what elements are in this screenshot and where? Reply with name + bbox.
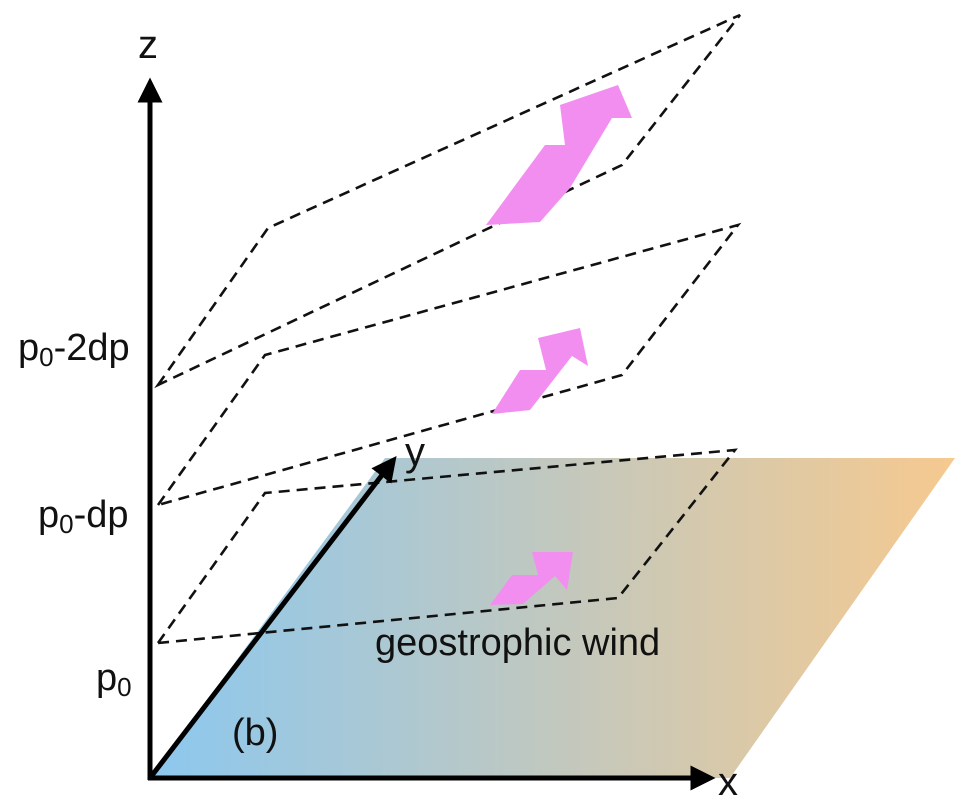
isobaric-surface-p0-dp [154, 222, 742, 508]
geostrophic-wind-label: geostrophic wind [375, 622, 660, 664]
isobaric-surface-p0 [155, 448, 738, 645]
y-axis-label: y [405, 430, 425, 474]
z-axis-label: z [138, 23, 158, 67]
wind-arrow-lower [490, 552, 573, 605]
panel-tag: (b) [232, 712, 278, 754]
level-label-p0-dp: p0-dp [38, 494, 129, 539]
wind-arrow-middle [492, 328, 588, 414]
level-label-p0-2dp: p0-2dp [18, 327, 130, 372]
x-axis-label: x [718, 760, 738, 800]
ground-plane [150, 458, 955, 778]
level-label-p0: p0 [96, 657, 132, 702]
isobaric-surface-p0-2dp [154, 13, 742, 389]
y-axis [148, 456, 397, 780]
wind-arrow-upper [486, 85, 632, 225]
